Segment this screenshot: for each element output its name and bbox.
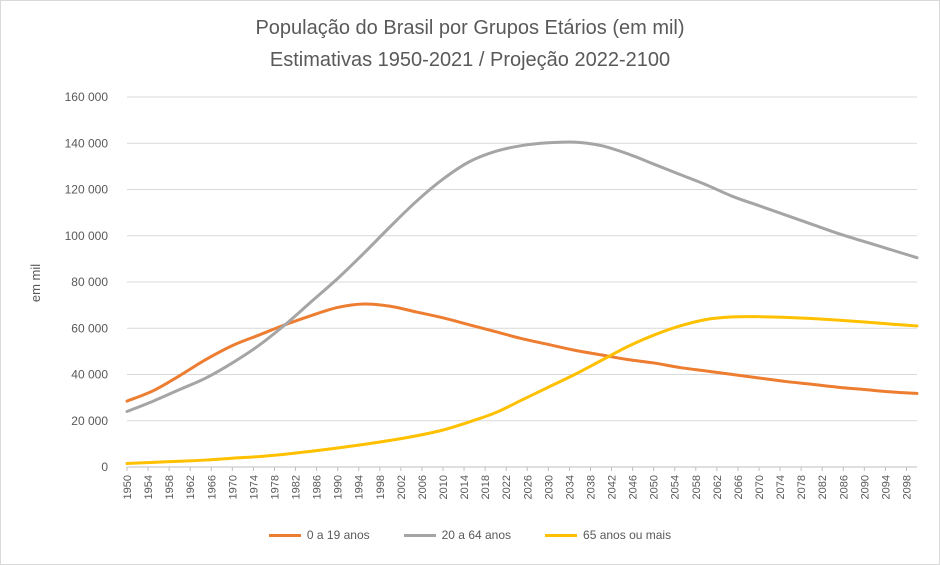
y-axis-label: em mil — [28, 264, 43, 302]
chart-subtitle: Estimativas 1950-2021 / Projeção 2022-21… — [269, 49, 671, 71]
x-tick-label: 2034 — [564, 475, 576, 499]
legend-label: 65 anos ou mais — [583, 528, 672, 542]
legend-label: 0 a 19 anos — [306, 528, 370, 542]
y-tick-label: 0 — [101, 460, 108, 474]
x-tick-label: 2042 — [607, 475, 619, 499]
x-tick-label: 1954 — [143, 475, 155, 499]
x-tick-label: 2010 — [438, 475, 450, 499]
x-tick-label: 2058 — [691, 475, 703, 499]
x-tick-label: 2078 — [796, 475, 808, 499]
x-tick-label: 2050 — [649, 475, 661, 499]
y-tick-label: 100 000 — [65, 229, 109, 243]
x-tick-label: 2066 — [733, 475, 745, 499]
y-tick-label: 160 000 — [65, 90, 109, 104]
series-line-0-a-19-anos — [125, 302, 919, 403]
x-tick-label: 1970 — [227, 475, 239, 499]
legend-swatch — [545, 533, 578, 537]
legend-item: 0 a 19 anos — [268, 528, 370, 542]
x-tick-labels: 1950 1954 1958 1962 1966 1970 1974 1978 1982 1986… — [122, 475, 913, 499]
legend-item: 65 anos ou mais — [545, 528, 671, 542]
series-line-65-anos-ou-mais — [125, 315, 919, 466]
y-tick-label: 120 000 — [65, 183, 109, 197]
x-tick-label: 1990 — [333, 475, 345, 499]
x-tick-label: 2006 — [417, 475, 429, 499]
x-tick-label: 2090 — [859, 475, 871, 499]
x-tick-label: 1978 — [269, 475, 281, 499]
x-tick-label: 2022 — [501, 475, 513, 499]
y-tick-label: 60 000 — [71, 321, 108, 335]
legend-swatch — [403, 533, 436, 537]
x-tick-label: 2054 — [670, 475, 682, 499]
x-tick-label: 2074 — [775, 475, 787, 499]
x-tick-label: 2094 — [880, 475, 892, 499]
x-tick-label: 2030 — [543, 475, 555, 499]
legend: 0 a 19 anos 20 a 64 anos 65 anos ou mais — [0, 528, 940, 542]
x-tick-label: 2038 — [585, 475, 597, 499]
x-tick-label: 1966 — [206, 475, 218, 499]
x-tick-label: 1998 — [375, 475, 387, 499]
y-tick-labels: 0 20 000 40 000 60 000 80 000 100 000 120 000 1… — [65, 90, 109, 474]
x-tick-label: 2086 — [838, 475, 850, 499]
legend-item: 20 a 64 anos — [403, 528, 512, 542]
x-tick-label: 2014 — [459, 475, 471, 499]
chart-title: População do Brasil por Grupos Etários (… — [255, 17, 685, 39]
x-tick-label: 1982 — [291, 475, 303, 499]
x-tick-label: 2070 — [754, 475, 766, 499]
series-lines — [125, 140, 919, 466]
x-tick-label: 1958 — [164, 475, 176, 499]
x-tick-label: 2082 — [817, 475, 829, 499]
x-tick-label: 1962 — [185, 475, 197, 499]
legend-label: 20 a 64 anos — [441, 528, 512, 542]
x-tick-label: 1994 — [354, 475, 366, 499]
y-tick-label: 140 000 — [65, 136, 109, 150]
legend-swatch — [268, 533, 301, 537]
x-tick-label: 2018 — [480, 475, 492, 499]
x-tick-label: 1974 — [248, 475, 260, 499]
y-tick-label: 20 000 — [71, 414, 108, 428]
y-tick-label: 80 000 — [71, 275, 108, 289]
x-tick-label: 2062 — [712, 475, 724, 499]
x-tick-label: 2002 — [396, 475, 408, 499]
series-line-20-a-64-anos — [125, 140, 919, 413]
x-tick-label: 2098 — [901, 475, 913, 499]
x-tick-label: 1986 — [312, 475, 324, 499]
y-tick-label: 40 000 — [71, 368, 108, 382]
x-tick-label: 1950 — [122, 475, 134, 499]
grid-lines — [126, 96, 917, 471]
x-tick-label: 2026 — [522, 475, 534, 499]
x-tick-label: 2046 — [628, 475, 640, 499]
